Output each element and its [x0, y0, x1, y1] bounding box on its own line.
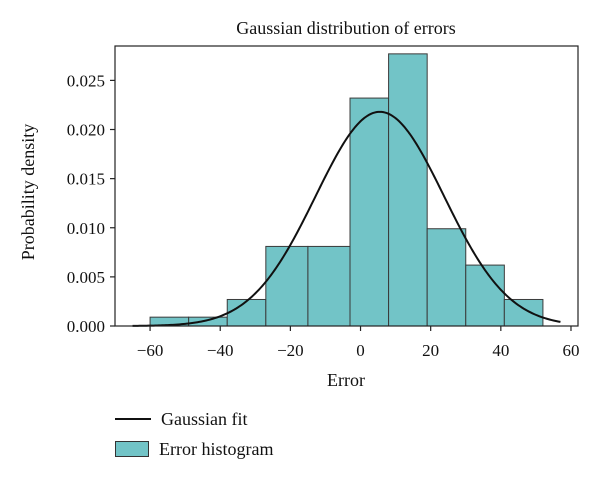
x-tick-label: 40	[492, 341, 509, 360]
legend-box-swatch	[115, 441, 149, 457]
histogram-bar	[349, 97, 390, 327]
legend: Gaussian fit Error histogram	[115, 405, 273, 465]
chart-title: Gaussian distribution of errors	[236, 18, 455, 38]
legend-item-gaussian-fit: Gaussian fit	[115, 405, 273, 433]
x-tick-label: 0	[356, 341, 365, 360]
legend-label-error-histogram: Error histogram	[159, 438, 274, 459]
y-tick-label: 0.020	[67, 121, 105, 140]
y-tick-label: 0.010	[67, 219, 105, 238]
y-tick-label: 0.025	[67, 71, 105, 90]
y-tick-label: 0.015	[67, 170, 105, 189]
x-tick-label: 60	[562, 341, 579, 360]
legend-label-gaussian-fit: Gaussian fit	[161, 408, 248, 429]
plot-frame	[114, 45, 579, 327]
y-tick-label: 0.000	[67, 317, 105, 336]
y-axis-label: Probability density	[18, 124, 38, 261]
x-tick-label: 20	[422, 341, 439, 360]
histogram-bar	[265, 245, 309, 327]
y-tick-label: 0.005	[67, 268, 105, 287]
gaussian-fit-line	[132, 110, 561, 327]
legend-item-error-histogram: Error histogram	[115, 435, 273, 463]
histogram-bar	[188, 316, 228, 327]
plot-area: −60 −40 −20 0 20 40 60 0.000 0.005 0.010 0.015 0.02…	[67, 45, 579, 360]
x-tick-label: −40	[207, 341, 234, 360]
histogram-bar	[426, 228, 467, 327]
x-tick-label: −20	[277, 341, 304, 360]
histogram-bar	[465, 264, 505, 327]
histogram-bar	[503, 298, 544, 327]
x-axis-label: Error	[327, 370, 365, 390]
histogram-bar	[226, 298, 267, 327]
histogram-bar	[307, 245, 351, 327]
histogram-bar	[388, 53, 428, 327]
x-tick-label: −60	[137, 341, 164, 360]
legend-line-swatch	[115, 418, 151, 420]
